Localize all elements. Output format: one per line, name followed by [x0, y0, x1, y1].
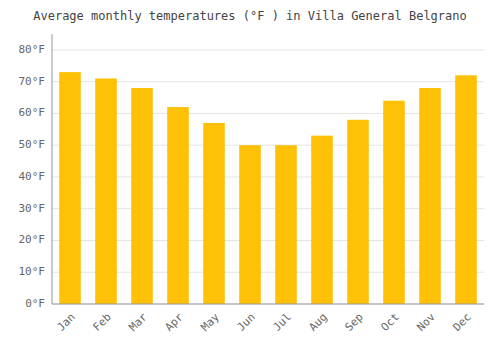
- x-axis: Jan Feb Mar Apr May Jun Jul Aug Sep Oct Nov Dec: [55, 310, 474, 334]
- x-tick-label: Jan: [55, 311, 78, 334]
- y-tick-label: 40°F: [19, 170, 46, 183]
- y-tick-label: 80°F: [19, 43, 46, 56]
- x-tick-label: Sep: [343, 311, 366, 334]
- x-axis-line: [52, 304, 484, 305]
- x-tick-label: Aug: [307, 311, 330, 334]
- bar: [95, 78, 117, 304]
- bars: [59, 72, 477, 304]
- y-tick-label: 30°F: [19, 202, 46, 215]
- bar: [203, 123, 225, 304]
- x-tick-label: Jul: [271, 311, 294, 334]
- x-tick-label: Jun: [235, 311, 258, 334]
- grid-line: [52, 49, 484, 50]
- bar: [311, 136, 333, 304]
- x-tick-label: Mar: [127, 310, 151, 334]
- y-tick-label: 10°F: [19, 265, 46, 278]
- grid-line: [52, 304, 484, 305]
- chart-svg: 0°F 10°F 20°F 30°F 40°F 50°F 60°F 70°F 80°F Jan Fe…: [0, 0, 500, 350]
- x-tick-label: Oct: [379, 311, 402, 334]
- y-tick-label: 20°F: [19, 233, 46, 246]
- grid-line: [52, 81, 484, 82]
- bar: [239, 145, 261, 304]
- bar: [275, 145, 297, 304]
- x-tick-label: Apr: [163, 310, 187, 334]
- bar: [383, 101, 405, 304]
- bar: [419, 88, 441, 304]
- y-tick-label: 60°F: [19, 106, 46, 119]
- title: Average monthly temperatures (°F ) in Vi…: [33, 9, 466, 23]
- bar: [131, 88, 153, 304]
- x-tick-label: Nov: [415, 310, 439, 334]
- x-tick-label: Feb: [91, 311, 114, 334]
- y-axis: 0°F 10°F 20°F 30°F 40°F 50°F 60°F 70°F 80°F: [19, 43, 46, 310]
- y-tick-label: 0°F: [25, 297, 45, 310]
- grid: [52, 50, 484, 304]
- y-tick-label: 50°F: [19, 138, 46, 151]
- y-axis-line: [52, 34, 53, 304]
- x-tick-label: May: [199, 310, 223, 334]
- x-tick-label: Dec: [451, 311, 474, 334]
- chart-container: 0°F 10°F 20°F 30°F 40°F 50°F 60°F 70°F 80°F Jan Fe…: [0, 0, 500, 350]
- bar: [59, 72, 81, 304]
- bar: [455, 75, 477, 304]
- bar: [347, 120, 369, 304]
- y-tick-label: 70°F: [19, 75, 46, 88]
- bar: [167, 107, 189, 304]
